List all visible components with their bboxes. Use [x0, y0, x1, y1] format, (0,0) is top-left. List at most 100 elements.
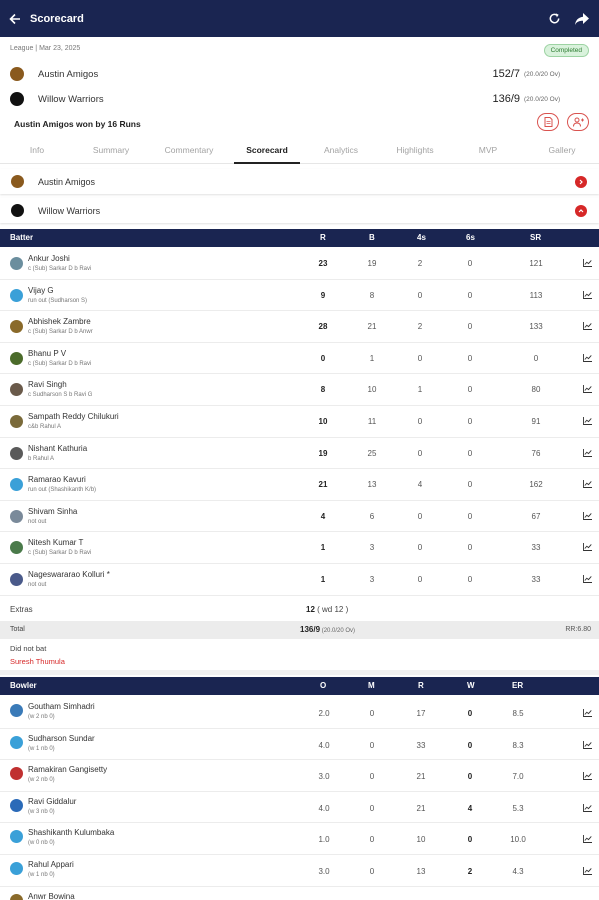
tab-commentary[interactable]: Commentary: [164, 145, 214, 155]
chart-line-icon[interactable]: [583, 772, 592, 781]
batter-row[interactable]: Vijay G run out (Sudharson S) 9 8 0 0 113: [0, 279, 599, 312]
run-rate: RR:6.80: [565, 626, 591, 633]
stat-m: 0: [369, 835, 375, 845]
back-button[interactable]: [0, 0, 30, 37]
chart-line-icon[interactable]: [583, 867, 592, 875]
stat-r: 21: [318, 480, 328, 490]
bowler-row[interactable]: Ravi Giddalur (w 3 nb 0) 4.0 0 21 4 5.3: [0, 791, 599, 824]
player-name[interactable]: Nitesh Kumar T: [28, 538, 84, 548]
stat-sr: 121: [529, 259, 543, 268]
innings-row[interactable]: Austin Amigos: [0, 169, 599, 194]
player-name[interactable]: Ravi Giddalur: [28, 796, 77, 806]
scorecard-document-button[interactable]: [537, 113, 559, 131]
dismissal: not out: [28, 518, 47, 525]
chart-line-icon[interactable]: [583, 385, 592, 394]
player-name[interactable]: Sudharson Sundar: [28, 733, 95, 743]
innings-row[interactable]: Willow Warriors: [0, 198, 599, 223]
player-name[interactable]: Nageswararao Kolluri *: [28, 570, 110, 579]
tab-highlights[interactable]: Highlights: [396, 145, 434, 155]
batter-row[interactable]: Sampath Reddy Chilukuri c&b Rahul A 10 11 0 0…: [0, 406, 599, 438]
chart-line-icon[interactable]: [583, 803, 592, 812]
team-row[interactable]: Willow Warriors 136/9 (20.0/20 Ov): [10, 91, 590, 107]
player-name[interactable]: Anwr Bowina: [28, 891, 75, 900]
bowler-row[interactable]: Rahul Appari (w 1 nb 0) 3.0 0 13 2 4.3: [0, 855, 599, 887]
stat-er: 5.3: [512, 803, 524, 813]
player-name[interactable]: Bhanu P V: [28, 348, 67, 358]
stat-sixes: 0: [467, 543, 473, 553]
player-name[interactable]: Rahul Appari: [28, 860, 74, 869]
player-name[interactable]: Ravi Singh: [28, 380, 67, 390]
batter-row[interactable]: Abhishek Zambre c (Sub) Sarkar D b Anwr 28…: [0, 311, 599, 343]
header-bowler: Bowler: [10, 681, 37, 690]
stat-r: 21: [416, 803, 426, 813]
player-name[interactable]: Nishant Kathuria: [28, 443, 88, 453]
chart-line-icon[interactable]: [583, 480, 592, 489]
player-name[interactable]: Ramakiran Gangisetty: [28, 765, 108, 775]
avatar: [10, 478, 23, 492]
player-name[interactable]: Vijay G: [28, 285, 54, 295]
stat-r: 4: [320, 511, 326, 521]
chart-line-icon[interactable]: [583, 353, 592, 362]
expand-button[interactable]: [575, 175, 587, 188]
collapse-button[interactable]: [575, 204, 587, 217]
batter-row[interactable]: Nishant Kathuria b Rahul A 19 25 0 0 76: [0, 437, 599, 470]
chart-line-icon[interactable]: [583, 835, 592, 844]
tab-info[interactable]: Info: [29, 145, 45, 155]
stat-r: 28: [318, 322, 328, 332]
chart-line-icon[interactable]: [583, 417, 592, 425]
tab-analytics[interactable]: Analytics: [323, 145, 358, 155]
chart-line-icon[interactable]: [583, 709, 592, 717]
batter-row[interactable]: Nageswararao Kolluri * not out 1 3 0 0 33: [0, 564, 599, 596]
batter-row[interactable]: Bhanu P V c (Sub) Sarkar D b Ravi 0 1 0 0 0: [0, 342, 599, 375]
batter-row[interactable]: Nitesh Kumar T c (Sub) Sarkar D b Ravi 1 3 0…: [0, 532, 599, 564]
player-name[interactable]: Ankur Joshi: [28, 254, 70, 263]
chart-line-icon[interactable]: [583, 290, 592, 299]
tab-mvp[interactable]: MVP: [478, 145, 498, 155]
total-overs: (20.0/20 Ov): [320, 628, 356, 634]
stat-w: 0: [467, 709, 473, 718]
refresh-icon[interactable]: [548, 12, 561, 25]
stat-sr: 162: [529, 480, 543, 490]
dismissal: run out (Shashikanth K/b): [28, 487, 97, 494]
player-name[interactable]: Goutham Simhadri: [28, 702, 95, 711]
player-name[interactable]: Ramarao Kavuri: [28, 475, 86, 485]
player-name[interactable]: Sampath Reddy Chilukuri: [28, 412, 119, 421]
chart-line-icon[interactable]: [583, 322, 592, 331]
batter-row[interactable]: Ramarao Kavuri run out (Shashikanth K/b) 2…: [0, 469, 599, 501]
players-button[interactable]: [567, 113, 589, 131]
did-not-bat-players[interactable]: Suresh Thumula: [10, 657, 65, 666]
chart-line-icon[interactable]: [583, 511, 592, 520]
chart-line-icon[interactable]: [583, 259, 592, 267]
chart-line-icon[interactable]: [583, 575, 592, 583]
tab-gallery[interactable]: Gallery: [548, 145, 576, 155]
stat-m: 0: [369, 740, 375, 750]
bowler-row[interactable]: Anwr Bowina: [0, 886, 599, 900]
chart-line-icon[interactable]: [583, 740, 592, 749]
bowler-row[interactable]: Sudharson Sundar (w 1 nb 0) 4.0 0 33 0 8.3: [0, 728, 599, 761]
stat-r: 21: [416, 772, 426, 782]
batter-row[interactable]: Ankur Joshi c (Sub) Sarkar D b Ravi 23 19 2 0…: [0, 248, 599, 280]
share-icon[interactable]: [575, 12, 589, 25]
stat-r: 19: [318, 448, 328, 458]
batter-row[interactable]: Shivam Sinha not out 4 6 0 0 67: [0, 500, 599, 533]
player-name[interactable]: Abhishek Zambre: [28, 317, 91, 327]
stat-w: 0: [467, 835, 473, 845]
stat-fours: 0: [417, 511, 423, 521]
extras-value: 12 ( wd 12 ): [306, 605, 348, 614]
batter-row[interactable]: Ravi Singh c Sudharson S b Ravi G 8 10 1 0 80: [0, 374, 599, 406]
chart-line-icon[interactable]: [583, 543, 592, 552]
team-row[interactable]: Austin Amigos 152/7 (20.0/20 Ov): [10, 66, 590, 82]
chart-line-icon[interactable]: [583, 448, 592, 457]
avatar: [10, 767, 23, 781]
avatar: [10, 509, 23, 523]
app-bar: Scorecard: [0, 0, 599, 37]
bowler-row[interactable]: Goutham Simhadri (w 2 nb 0) 2.0 0 17 0 8.5: [0, 697, 599, 729]
player-name[interactable]: Shashikanth Kulumbaka: [28, 828, 115, 838]
tab-summary[interactable]: Summary: [92, 145, 130, 155]
bowler-row[interactable]: Ramakiran Gangisetty (w 2 nb 0) 3.0 0 21 0 7.0: [0, 760, 599, 792]
team-overs: (20.0/20 Ov): [524, 95, 561, 103]
player-name[interactable]: Shivam Sinha: [28, 506, 78, 516]
avatar: [10, 415, 23, 428]
tab-scorecard[interactable]: Scorecard: [232, 136, 302, 164]
bowler-row[interactable]: Shashikanth Kulumbaka (w 0 nb 0) 1.0 0 10 0 10…: [0, 823, 599, 855]
